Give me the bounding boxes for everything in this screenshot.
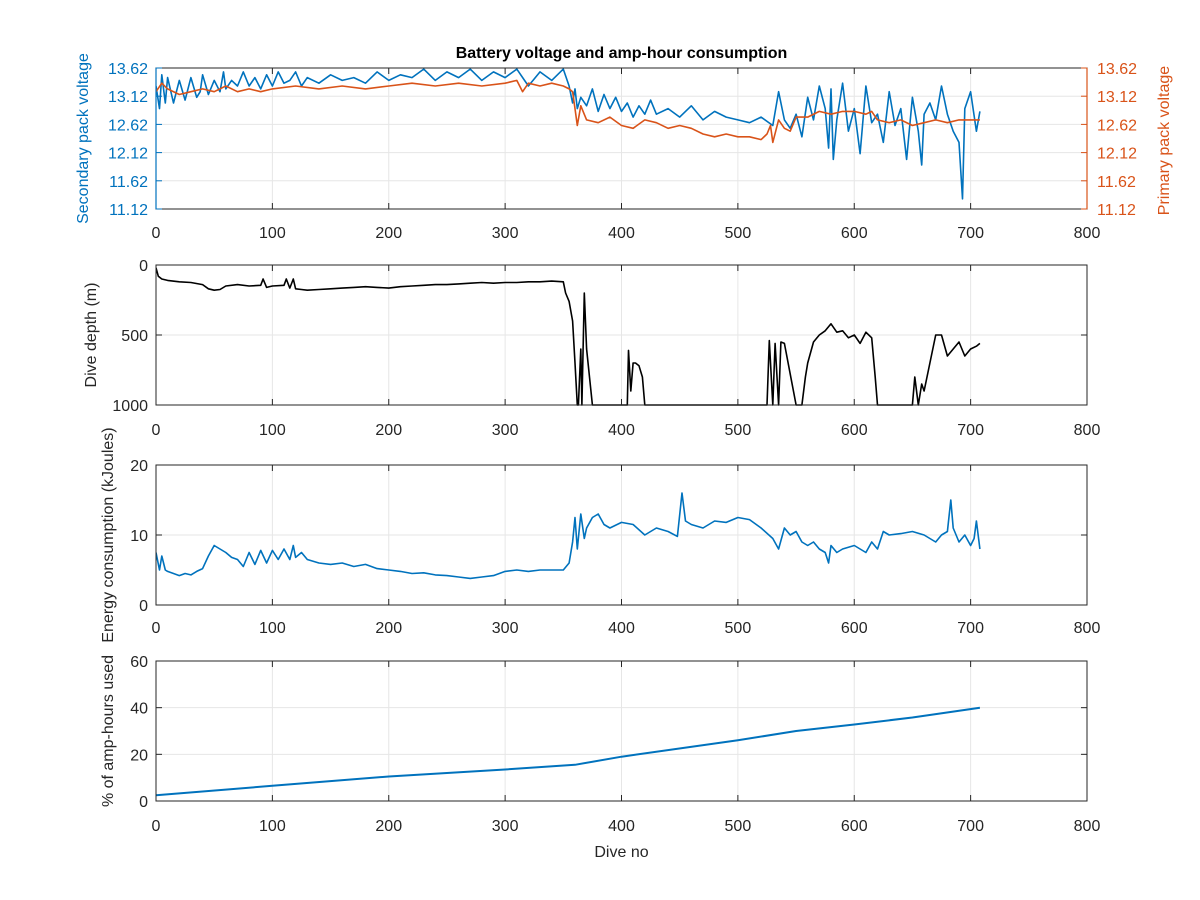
y-tick-label: 0 xyxy=(139,258,148,275)
series-line-1 xyxy=(156,492,981,580)
x-tick-label: 600 xyxy=(841,225,868,242)
x-tick-label: 700 xyxy=(957,818,984,835)
y-tick-label: 0 xyxy=(139,598,148,615)
chart-title: Battery voltage and amp-hour consumption xyxy=(456,45,788,62)
x-tick-label: 800 xyxy=(1074,422,1101,439)
y-tick-label: 60 xyxy=(130,654,148,671)
x-tick-label: 0 xyxy=(152,225,161,242)
x-tick-label: 300 xyxy=(492,422,519,439)
y-axis-label-right: Primary pack voltage xyxy=(1156,66,1173,215)
x-tick-label: 400 xyxy=(608,225,635,242)
x-tick-label: 700 xyxy=(957,422,984,439)
x-tick-label: 600 xyxy=(841,620,868,637)
series-line-1 xyxy=(156,68,981,200)
x-tick-label: 500 xyxy=(725,818,752,835)
y-tick-label: 20 xyxy=(130,458,148,475)
x-tick-label: 500 xyxy=(725,225,752,242)
y-right-tick-label: 13.62 xyxy=(1097,61,1137,78)
subplot-2: 0 100 200 300 400 500 600 700 800 0 500 1000 Dive de… xyxy=(83,258,1100,439)
x-tick-label: 800 xyxy=(1074,818,1101,835)
x-tick-label: 100 xyxy=(259,818,286,835)
x-tick-label: 200 xyxy=(375,225,402,242)
x-tick-label: 300 xyxy=(492,620,519,637)
x-tick-label: 600 xyxy=(841,818,868,835)
x-tick-label: 100 xyxy=(259,620,286,637)
y-tick-label: 12.62 xyxy=(108,117,148,134)
x-tick-label: 800 xyxy=(1074,225,1101,242)
x-tick-label: 0 xyxy=(152,422,161,439)
x-tick-label: 600 xyxy=(841,422,868,439)
x-tick-label: 400 xyxy=(608,818,635,835)
x-tick-label: 700 xyxy=(957,225,984,242)
subplot-1: 0 100 200 300 400 500 600 700 800 11.12 11.62 12.12… xyxy=(75,45,1173,242)
y-right-tick-label: 12.12 xyxy=(1097,146,1137,163)
y-tick-label: 13.62 xyxy=(108,61,148,78)
y-right-tick-label: 12.62 xyxy=(1097,117,1137,134)
series-line-2 xyxy=(156,79,980,144)
x-tick-label: 300 xyxy=(492,225,519,242)
y-tick-label: 1000 xyxy=(112,398,148,415)
y-axis-label: Energy consumption (kJoules) xyxy=(100,427,117,642)
x-tick-label: 800 xyxy=(1074,620,1101,637)
y-tick-label: 13.12 xyxy=(108,89,148,106)
x-tick-label: 0 xyxy=(152,620,161,637)
x-tick-label: 200 xyxy=(375,620,402,637)
y-tick-label: 40 xyxy=(130,701,148,718)
y-right-tick-label: 13.12 xyxy=(1097,89,1137,106)
y-axis-label: Dive depth (m) xyxy=(83,283,100,388)
x-tick-label: 300 xyxy=(492,818,519,835)
x-tick-label: 500 xyxy=(725,620,752,637)
y-tick-label: 20 xyxy=(130,747,148,764)
x-tick-label: 0 xyxy=(152,818,161,835)
y-right-tick-label: 11.62 xyxy=(1097,174,1136,191)
x-tick-label: 200 xyxy=(375,422,402,439)
y-tick-label: 12.12 xyxy=(108,146,148,163)
y-axis-label: % of amp-hours used xyxy=(100,655,117,807)
subplot-4: 0 100 200 300 400 500 600 700 800 0 20 40 60 % of amp… xyxy=(100,654,1100,861)
x-tick-label: 400 xyxy=(608,620,635,637)
y-axis-label: Secondary pack voltage xyxy=(75,53,92,224)
x-tick-label: 100 xyxy=(259,422,286,439)
series-line-1 xyxy=(156,706,981,797)
x-tick-label: 500 xyxy=(725,422,752,439)
y-tick-label: 0 xyxy=(139,794,148,811)
x-tick-label: 100 xyxy=(259,225,286,242)
x-tick-label: 400 xyxy=(608,422,635,439)
y-right-tick-label: 11.12 xyxy=(1097,202,1136,219)
y-tick-label: 11.62 xyxy=(109,174,148,191)
x-tick-label: 200 xyxy=(375,818,402,835)
y-tick-label: 500 xyxy=(121,328,148,345)
x-axis-label: Dive no xyxy=(594,844,648,861)
subplot-3: 0 100 200 300 400 500 600 700 800 0 10 20 Energy con… xyxy=(100,427,1100,642)
x-tick-label: 700 xyxy=(957,620,984,637)
y-tick-label: 10 xyxy=(130,528,148,545)
y-tick-label: 11.12 xyxy=(109,202,148,219)
